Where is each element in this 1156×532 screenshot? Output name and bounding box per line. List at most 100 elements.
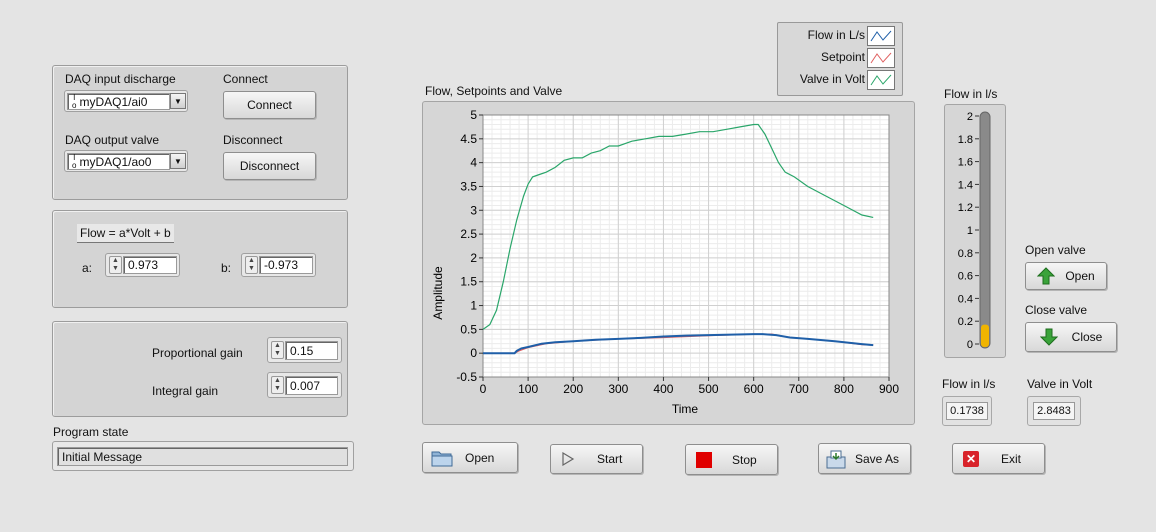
- arrow-down-icon: [1039, 328, 1058, 346]
- chevron-down-icon[interactable]: ▼: [170, 153, 186, 169]
- legend-label: Setpoint: [820, 50, 865, 64]
- integral-gain-input[interactable]: 0.007: [285, 376, 338, 395]
- legend-item: Flow in L/s: [781, 26, 897, 46]
- daq-output-value: myDAQ1/ao0: [79, 154, 152, 169]
- b-label: b:: [221, 261, 232, 275]
- integral-gain-stepper[interactable]: ▲ ▼: [271, 376, 284, 394]
- stop-icon: [696, 451, 712, 468]
- proportional-gain-stepper[interactable]: ▲ ▼: [271, 341, 284, 359]
- meter-tick-label: 1: [967, 225, 973, 237]
- x-tick-label: 700: [789, 382, 809, 396]
- x-tick-label: 400: [653, 382, 673, 396]
- meter-tick-label: 2: [967, 111, 973, 123]
- b-input[interactable]: -0.973: [259, 256, 313, 274]
- open-valve-button-label: Open: [1065, 269, 1095, 283]
- series-flow-in-l-s: [483, 333, 874, 355]
- y-tick-label: 2: [470, 251, 477, 265]
- series-valve-in-volt: [482, 123, 874, 330]
- y-tick-label: 1: [470, 299, 477, 313]
- a-stepper[interactable]: ▲ ▼: [109, 256, 122, 274]
- valve-readout-value: 2.8483: [1033, 402, 1075, 420]
- legend-swatch: [867, 26, 895, 46]
- flow-meter-frame: [944, 104, 1006, 358]
- meter-tick-label: 0.2: [958, 316, 973, 328]
- y-tick-label: 0.5: [460, 322, 477, 336]
- program-state-label: Program state: [53, 425, 129, 439]
- meter-tick-label: 0.4: [958, 293, 973, 305]
- y-tick-label: 4: [470, 156, 477, 170]
- x-tick-label: 900: [879, 382, 899, 396]
- open-valve-button[interactable]: Open: [1025, 262, 1107, 290]
- chevron-down-icon[interactable]: ▼: [170, 93, 186, 109]
- a-label: a:: [82, 261, 93, 275]
- gains-panel: [52, 321, 348, 417]
- chart-svg[interactable]: Amplitude Time 0 100 200 300 400 500 600 700 800…: [422, 101, 913, 423]
- x-tick-label: 300: [608, 382, 628, 396]
- y-tick-label: -0.5: [456, 370, 477, 384]
- disconnect-button[interactable]: Disconnect: [223, 152, 316, 180]
- y-axis-label: Amplitude: [431, 266, 445, 320]
- y-tick-label: 3: [470, 203, 477, 217]
- x-axis-label: Time: [672, 402, 699, 416]
- meter-tick-label: 0.8: [958, 248, 973, 260]
- a-input[interactable]: 0.973: [123, 256, 177, 274]
- connect-label: Connect: [223, 72, 268, 86]
- formula-label: Flow = a*Volt + b: [77, 224, 174, 243]
- legend-item: Valve in Volt: [781, 70, 897, 90]
- y-tick-label: 5: [470, 108, 477, 122]
- legend-label: Valve in Volt: [799, 72, 865, 86]
- meter-tick-label: 1.6: [958, 157, 973, 169]
- stop-button[interactable]: Stop: [685, 444, 778, 475]
- integral-gain-label: Integral gain: [152, 384, 219, 398]
- open-file-button[interactable]: Open: [422, 442, 518, 473]
- open-valve-label: Open valve: [1025, 243, 1086, 257]
- meter-tick-label: 0: [967, 339, 973, 351]
- plot-border: [482, 114, 890, 378]
- flow-meter-svg: 2 1.8 1.6 1.4 1.2 1 0.8 0.6 0.4 0.2 0: [958, 111, 991, 351]
- arrow-up-icon: [1037, 267, 1056, 285]
- meter-tick-label: 1.4: [958, 179, 973, 191]
- flow-readout-value: 0.1738: [946, 402, 988, 420]
- proportional-gain-label: Proportional gain: [152, 346, 243, 360]
- x-tick-label: 0: [480, 382, 487, 396]
- save-as-label: Save As: [855, 451, 900, 466]
- legend-swatch: [867, 70, 895, 90]
- flow-readout-label: Flow in l/s: [942, 377, 996, 391]
- meter-fill: [981, 324, 989, 347]
- save-icon: [826, 450, 846, 468]
- proportional-gain-input[interactable]: 0.15: [285, 341, 338, 360]
- start-label: Start: [597, 452, 623, 466]
- meter-tick-label: 0.6: [958, 271, 973, 283]
- b-stepper[interactable]: ▲ ▼: [245, 256, 258, 274]
- y-tick-label: 2.5: [460, 227, 477, 241]
- x-tick-label: 600: [744, 382, 764, 396]
- stop-label: Stop: [732, 452, 757, 467]
- exit-button[interactable]: ✕ Exit: [952, 443, 1045, 474]
- meter-tick-label: 1.8: [958, 134, 973, 146]
- folder-icon: [431, 451, 453, 466]
- connect-button[interactable]: Connect: [223, 91, 316, 119]
- flow-meter-title: Flow in l/s: [944, 87, 998, 101]
- start-button[interactable]: Start: [550, 444, 643, 474]
- chart-title: Flow, Setpoints and Valve: [425, 84, 563, 98]
- program-state-value: Initial Message: [57, 447, 348, 466]
- legend-label: Flow in L/s: [807, 28, 865, 42]
- legend-item: Setpoint: [781, 48, 897, 68]
- close-valve-button[interactable]: Close: [1025, 322, 1117, 352]
- x-tick-label: 500: [699, 382, 719, 396]
- y-tick-label: 4.5: [460, 132, 477, 146]
- daq-input-value: myDAQ1/ai0: [79, 94, 148, 109]
- grid: [482, 114, 890, 378]
- save-as-button[interactable]: Save As: [818, 443, 911, 474]
- legend-swatch: [867, 48, 895, 68]
- disconnect-label: Disconnect: [223, 133, 283, 147]
- x-tick-label: 800: [834, 382, 854, 396]
- play-icon: [562, 452, 575, 466]
- meter-track: [979, 111, 991, 349]
- flow-readout: 0.1738: [942, 396, 992, 426]
- y-tick-label: 1.5: [460, 275, 477, 289]
